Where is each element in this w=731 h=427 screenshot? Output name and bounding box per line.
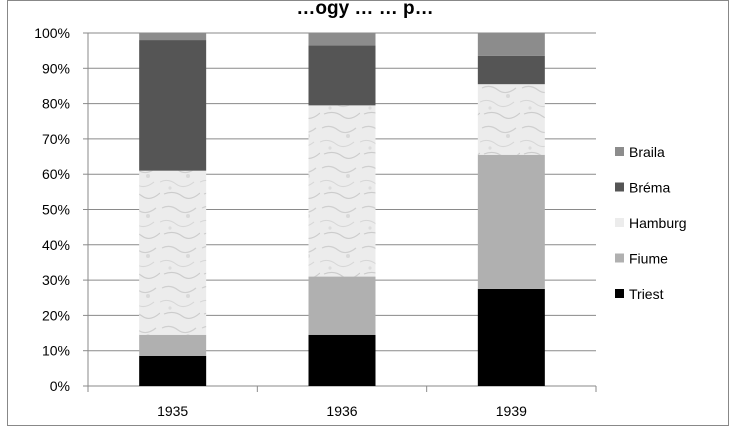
- legend-label: Bréma: [629, 180, 670, 196]
- bar-segment-fiume: [308, 276, 376, 335]
- bar-segment-br-ma: [477, 55, 545, 85]
- bar-segment-triest: [477, 288, 545, 386]
- legend-label: Braila: [629, 144, 665, 160]
- y-tick-label: 30%: [42, 272, 70, 288]
- legend-label: Hamburg: [629, 215, 687, 231]
- y-tick-label: 0%: [50, 378, 70, 394]
- y-tick-label: 60%: [42, 166, 70, 182]
- chart-border: [7, 0, 729, 426]
- y-tick-label: 50%: [42, 202, 70, 218]
- bar-segment-braila: [477, 33, 545, 56]
- y-tick-label: 90%: [42, 60, 70, 76]
- y-tick-label: 70%: [42, 131, 70, 147]
- bars: [139, 33, 545, 386]
- legend: Braila Bréma Hamburg Fiume Triest: [615, 144, 687, 302]
- y-tick-label: 10%: [42, 343, 70, 359]
- bar-segment-br-ma: [308, 45, 376, 106]
- legend-swatch: [615, 182, 624, 192]
- y-tick-label: 20%: [42, 307, 70, 323]
- x-tick-label: 1936: [326, 403, 357, 419]
- bar-segment-fiume: [477, 154, 545, 289]
- y-tick-label: 40%: [42, 237, 70, 253]
- bar-segment-triest: [308, 334, 376, 386]
- legend-swatch: [615, 147, 624, 156]
- bar-segment-triest: [139, 355, 207, 386]
- legend-swatch: [615, 289, 624, 298]
- x-tick-label: 1935: [157, 403, 188, 419]
- bar-segment-braila: [139, 33, 207, 41]
- bar-segment-hamburg: [308, 105, 376, 277]
- y-axis: 0% 10% 20% 30% 40% 50% 60% 70% 80% 90% 100%: [34, 25, 89, 394]
- x-tick-label: 1939: [496, 403, 527, 419]
- chart-title: …ogy … … p…: [296, 0, 433, 19]
- bar-segment-br-ma: [139, 40, 207, 171]
- bar-segment-hamburg: [139, 170, 207, 335]
- legend-swatch: [615, 218, 624, 227]
- legend-label: Triest: [629, 286, 664, 302]
- y-tick-label: 100%: [34, 25, 70, 41]
- bar-segment-braila: [308, 33, 376, 46]
- y-tick-label: 80%: [42, 96, 70, 112]
- legend-label: Fiume: [629, 251, 668, 267]
- x-axis: 1935 1936 1939: [87, 385, 597, 419]
- legend-swatch: [615, 253, 624, 263]
- bar-segment-fiume: [139, 334, 207, 356]
- bar-segment-hamburg: [477, 84, 545, 155]
